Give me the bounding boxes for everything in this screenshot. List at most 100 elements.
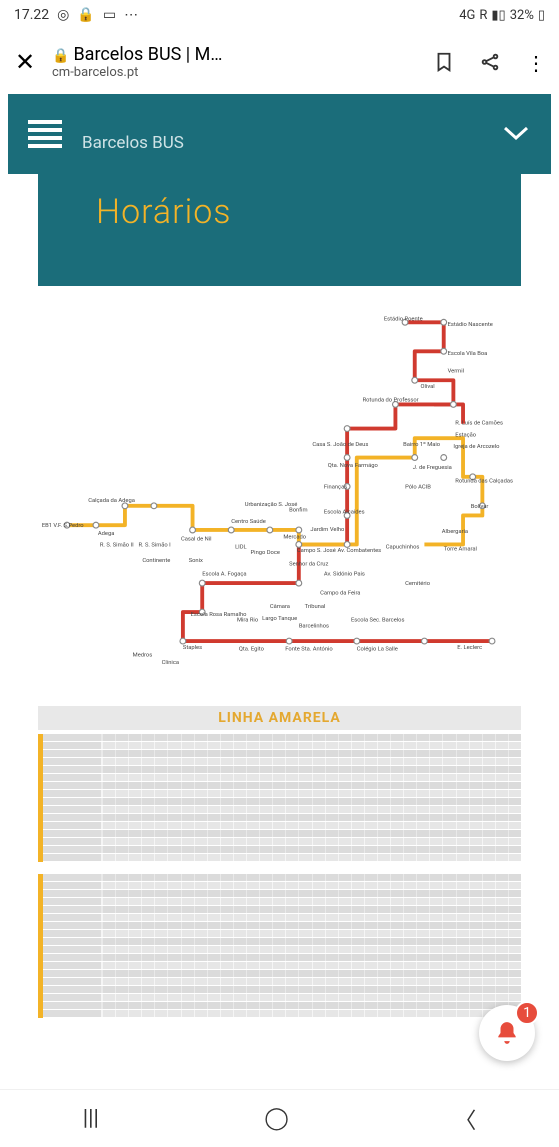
timetable-block-top	[38, 734, 521, 862]
svg-text:R. S. Simão I: R. S. Simão I	[138, 541, 171, 548]
table-row	[43, 922, 521, 929]
table-row	[43, 898, 521, 905]
svg-text:Av. Combatentes: Av. Combatentes	[337, 548, 381, 554]
svg-text:Calçada da Adega: Calçada da Adega	[88, 498, 135, 504]
svg-text:R. Luís de Camões: R. Luís de Camões	[455, 420, 503, 427]
table-row	[43, 806, 521, 813]
site-header: Barcelos BUS	[8, 94, 551, 174]
svg-text:Campo da Feira: Campo da Feira	[320, 591, 360, 597]
svg-text:Casa S. João de Deus: Casa S. João de Deus	[312, 441, 368, 448]
svg-text:Senhor da Cruz: Senhor da Cruz	[289, 562, 328, 568]
table-row	[43, 986, 521, 993]
table-row	[43, 814, 521, 821]
svg-text:Campo S. José: Campo S. José	[297, 548, 336, 554]
site-name: Barcelos BUS	[82, 133, 184, 153]
svg-text:Fonte Sta. António: Fonte Sta. António	[285, 647, 333, 653]
back-button[interactable]: 〈	[454, 1103, 476, 1135]
svg-text:R. S. Simão II: R. S. Simão II	[100, 541, 134, 548]
page-content: Barcelos BUS Horários	[0, 94, 559, 1058]
svg-text:Av. Sidónio Pais: Av. Sidónio Pais	[324, 571, 365, 577]
system-nav-bar: ||| ◯ 〈	[0, 1089, 559, 1147]
lock-status-icon: 🔒	[77, 7, 94, 23]
route-map[interactable]: Estádio Poente Estádio Nascente Escola V…	[38, 306, 521, 696]
svg-text:EB1 V.F. S.Pedro: EB1 V.F. S.Pedro	[42, 523, 84, 529]
page-title: Barcelos BUS | M…	[73, 44, 222, 65]
table-row	[43, 1010, 521, 1017]
svg-text:Staples: Staples	[183, 645, 202, 651]
svg-text:Vermil: Vermil	[448, 369, 464, 375]
table-row	[43, 846, 521, 853]
instagram-icon: ◎	[57, 7, 69, 23]
close-button[interactable]: ✕	[12, 48, 38, 76]
svg-text:Albergaria: Albergaria	[442, 529, 468, 535]
table-row	[43, 798, 521, 805]
notification-badge: 1	[515, 1001, 539, 1025]
svg-text:Tribunal: Tribunal	[305, 604, 326, 610]
table-row	[43, 766, 521, 773]
table-row	[43, 774, 521, 781]
svg-text:Torre Amaral: Torre Amaral	[444, 546, 477, 552]
table-row	[43, 978, 521, 985]
menu-dots-icon[interactable]: ⋮	[525, 51, 547, 73]
table-row	[43, 890, 521, 897]
svg-text:Pingo Doce: Pingo Doce	[251, 550, 280, 556]
battery-icon: ▯	[538, 8, 545, 23]
svg-text:Capuchinhos: Capuchinhos	[386, 544, 420, 550]
table-row	[43, 830, 521, 837]
notification-button[interactable]: 1	[479, 1005, 535, 1061]
table-row	[43, 994, 521, 1001]
table-row	[43, 1002, 521, 1009]
clock: 17.22	[14, 7, 49, 23]
svg-text:Escola Sec. Barcelos: Escola Sec. Barcelos	[351, 618, 405, 624]
expand-button[interactable]	[503, 126, 529, 146]
recents-button[interactable]: |||	[83, 1106, 99, 1131]
svg-text:E. Leclerc: E. Leclerc	[457, 645, 482, 651]
table-row	[43, 742, 521, 749]
bookmark-icon[interactable]	[433, 51, 455, 73]
address-block[interactable]: 🔒Barcelos BUS | M… cm-barcelos.pt	[52, 44, 419, 80]
svg-text:Medros: Medros	[133, 653, 153, 659]
table-row	[43, 782, 521, 789]
table-row	[43, 914, 521, 921]
svg-text:Pólo ACIB: Pólo ACIB	[405, 484, 431, 490]
network-type: 4G	[459, 8, 475, 23]
table-row	[43, 838, 521, 845]
svg-text:Bolívar: Bolívar	[471, 504, 489, 510]
table-row	[43, 790, 521, 797]
svg-text:Mercado: Mercado	[283, 535, 306, 541]
roaming-icon: R	[479, 8, 487, 23]
table-row	[43, 874, 521, 881]
table-row	[43, 734, 521, 741]
svg-text:Qta. Nova: Qta. Nova	[328, 463, 353, 469]
home-button[interactable]: ◯	[264, 1106, 289, 1131]
section-title: Horários	[96, 192, 491, 232]
page-url: cm-barcelos.pt	[52, 65, 419, 80]
svg-text:LIDL: LIDL	[235, 544, 247, 550]
svg-text:J. de Freguesia: J. de Freguesia	[413, 465, 452, 471]
share-icon[interactable]	[479, 51, 501, 73]
svg-text:Escola Vila Boa: Escola Vila Boa	[448, 351, 488, 357]
svg-text:Escola A. Fogaça: Escola A. Fogaça	[202, 571, 246, 577]
table-row	[43, 946, 521, 953]
svg-text:Barcelinhos: Barcelinhos	[299, 624, 329, 630]
svg-text:Finanças: Finanças	[324, 484, 347, 490]
svg-text:Colégio La Salle: Colégio La Salle	[357, 647, 398, 653]
table-row	[43, 954, 521, 961]
svg-text:Sonix: Sonix	[189, 558, 203, 564]
table-row	[43, 758, 521, 765]
table-row	[43, 970, 521, 977]
table-row	[43, 750, 521, 757]
timetable-title: LINHA AMARELA	[38, 706, 521, 730]
table-row	[43, 938, 521, 945]
table-row	[43, 854, 521, 861]
svg-text:Igreja de Arcozelo: Igreja de Arcozelo	[453, 444, 500, 450]
timetable[interactable]: LINHA AMARELA	[38, 706, 521, 1018]
hamburger-menu[interactable]	[28, 120, 62, 148]
table-row	[43, 882, 521, 889]
svg-text:Câmara: Câmara	[270, 604, 290, 610]
svg-text:Largo Tanque: Largo Tanque	[262, 616, 297, 622]
svg-text:Qta. Egito: Qta. Egito	[239, 647, 265, 653]
svg-text:Farmágo: Farmágo	[355, 463, 379, 469]
table-row	[43, 930, 521, 937]
image-status-icon: ▭	[103, 7, 116, 23]
